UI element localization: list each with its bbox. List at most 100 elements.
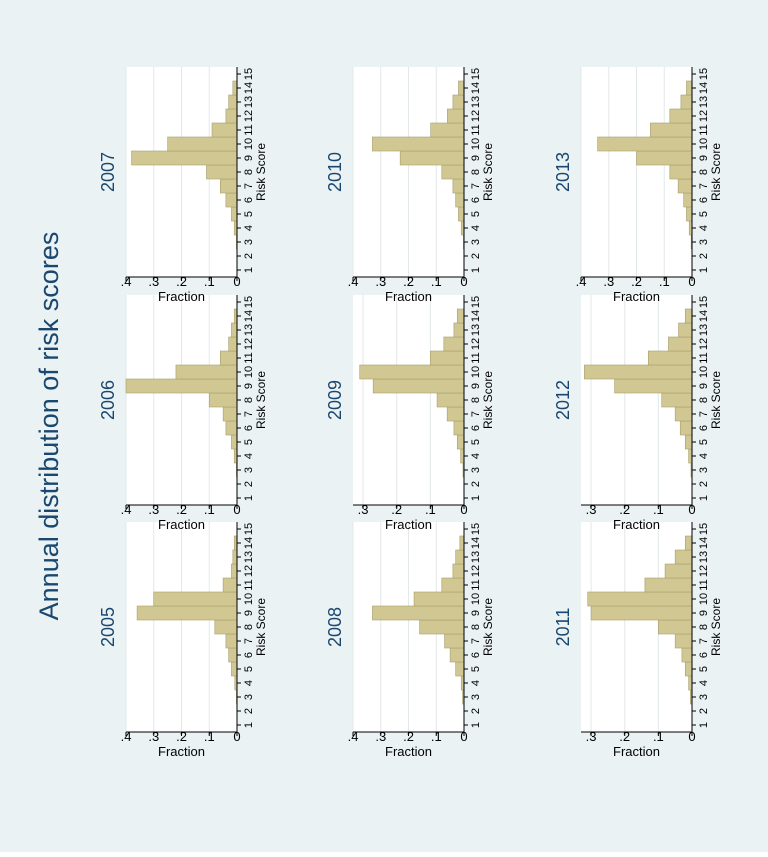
x-tick-label: 13: [698, 551, 710, 563]
histogram-bar: [231, 206, 238, 222]
x-tick-label: 8: [243, 624, 255, 630]
x-tick-label: 9: [698, 383, 710, 389]
y-tick-label: .4: [348, 729, 359, 744]
histogram-bar: [175, 364, 238, 380]
x-tick-label: 13: [243, 96, 255, 108]
x-tick-label: 8: [698, 624, 710, 630]
x-tick-label: 4: [243, 225, 255, 231]
y-tick-label: .1: [653, 729, 664, 744]
x-tick-label: 6: [698, 652, 710, 658]
x-tick-label: 5: [243, 211, 255, 217]
x-tick-label: 15: [243, 68, 255, 80]
x-tick-label: 13: [698, 96, 710, 108]
x-tick-label: 2: [470, 253, 482, 259]
histogram-bar: [453, 322, 465, 338]
x-tick-label: 10: [698, 366, 710, 378]
histogram-bar: [458, 206, 465, 222]
histogram-bar: [131, 150, 238, 166]
x-axis-label: Risk Score: [254, 371, 268, 429]
histogram-bar: [372, 378, 465, 394]
histogram-bar: [125, 378, 238, 394]
x-tick-label: 8: [698, 397, 710, 403]
x-axis-label: Risk Score: [709, 371, 723, 429]
x-tick-label: 5: [470, 211, 482, 217]
panel-title: 2010: [325, 152, 345, 192]
histogram-bar: [460, 448, 465, 464]
x-tick-label: 9: [470, 155, 482, 161]
x-tick-label: 14: [243, 82, 255, 94]
y-tick-label: .1: [653, 502, 664, 517]
y-axis-label: Fraction: [385, 517, 432, 532]
x-tick-label: 11: [470, 579, 482, 590]
histogram-bar: [136, 605, 238, 621]
histogram-bar: [644, 577, 693, 593]
histogram-bar: [597, 136, 693, 152]
histogram-bar: [686, 80, 693, 96]
x-axis-label: Risk Score: [254, 598, 268, 656]
histogram-bar: [455, 192, 465, 208]
panel-title: 2005: [98, 607, 118, 647]
panel-title: 2011: [553, 608, 573, 647]
y-tick-label: .1: [431, 274, 442, 289]
x-tick-label: 1: [470, 267, 482, 273]
histogram-bar: [453, 420, 465, 436]
y-tick-label: .2: [176, 274, 187, 289]
x-tick-label: 6: [470, 425, 482, 431]
x-tick-label: 8: [698, 169, 710, 175]
x-tick-label: 9: [243, 155, 255, 161]
y-tick-label: .3: [586, 729, 597, 744]
x-tick-label: 6: [698, 197, 710, 203]
histogram-bar: [669, 164, 693, 180]
x-tick-label: 11: [698, 352, 710, 363]
histogram-bar: [446, 406, 465, 422]
x-tick-label: 13: [698, 324, 710, 336]
x-tick-label: 10: [470, 593, 482, 605]
x-tick-label: 2: [698, 481, 710, 487]
y-tick-label: .4: [348, 274, 359, 289]
x-tick-label: 10: [698, 593, 710, 605]
x-tick-label: 4: [470, 453, 482, 459]
x-tick-label: 7: [243, 411, 255, 417]
x-tick-label: 13: [243, 324, 255, 336]
x-tick-label: 13: [470, 324, 482, 336]
x-tick-label: 8: [470, 169, 482, 175]
y-tick-label: .1: [659, 274, 670, 289]
x-tick-label: 5: [243, 666, 255, 672]
x-tick-label: 12: [470, 565, 482, 577]
y-tick-label: .2: [403, 274, 414, 289]
x-tick-label: 2: [243, 253, 255, 259]
x-tick-label: 10: [470, 138, 482, 150]
x-axis-label: Risk Score: [481, 598, 495, 656]
x-tick-label: 11: [243, 579, 255, 590]
y-axis-label: Fraction: [613, 744, 660, 759]
histogram-bar: [231, 322, 238, 338]
y-tick-label: 0: [688, 502, 695, 517]
x-tick-label: 5: [243, 439, 255, 445]
plot-area: [581, 295, 692, 505]
x-tick-label: 7: [698, 638, 710, 644]
y-axis-label: Fraction: [613, 517, 660, 532]
histogram-bar: [452, 178, 465, 194]
histogram-bar: [225, 633, 238, 649]
histogram-bar: [153, 591, 238, 607]
histogram-bar: [441, 164, 465, 180]
x-axis-label: Risk Score: [709, 143, 723, 201]
histogram-bar: [222, 406, 238, 422]
histogram-bar: [452, 563, 465, 579]
plot-area: [581, 522, 692, 732]
x-axis-label: Risk Score: [709, 598, 723, 656]
x-tick-label: 11: [470, 124, 482, 135]
y-tick-label: .3: [358, 502, 369, 517]
x-tick-label: 15: [698, 296, 710, 308]
y-tick-label: .4: [121, 729, 132, 744]
x-tick-label: 6: [470, 197, 482, 203]
histogram-bar: [584, 364, 693, 380]
histogram-bar: [679, 420, 693, 436]
x-tick-label: 15: [470, 523, 482, 535]
x-tick-label: 12: [243, 338, 255, 350]
histogram-bar: [430, 122, 465, 138]
x-tick-label: 11: [470, 352, 482, 363]
histogram-bar: [647, 350, 693, 366]
x-tick-label: 8: [243, 169, 255, 175]
histogram-bar: [668, 336, 693, 352]
